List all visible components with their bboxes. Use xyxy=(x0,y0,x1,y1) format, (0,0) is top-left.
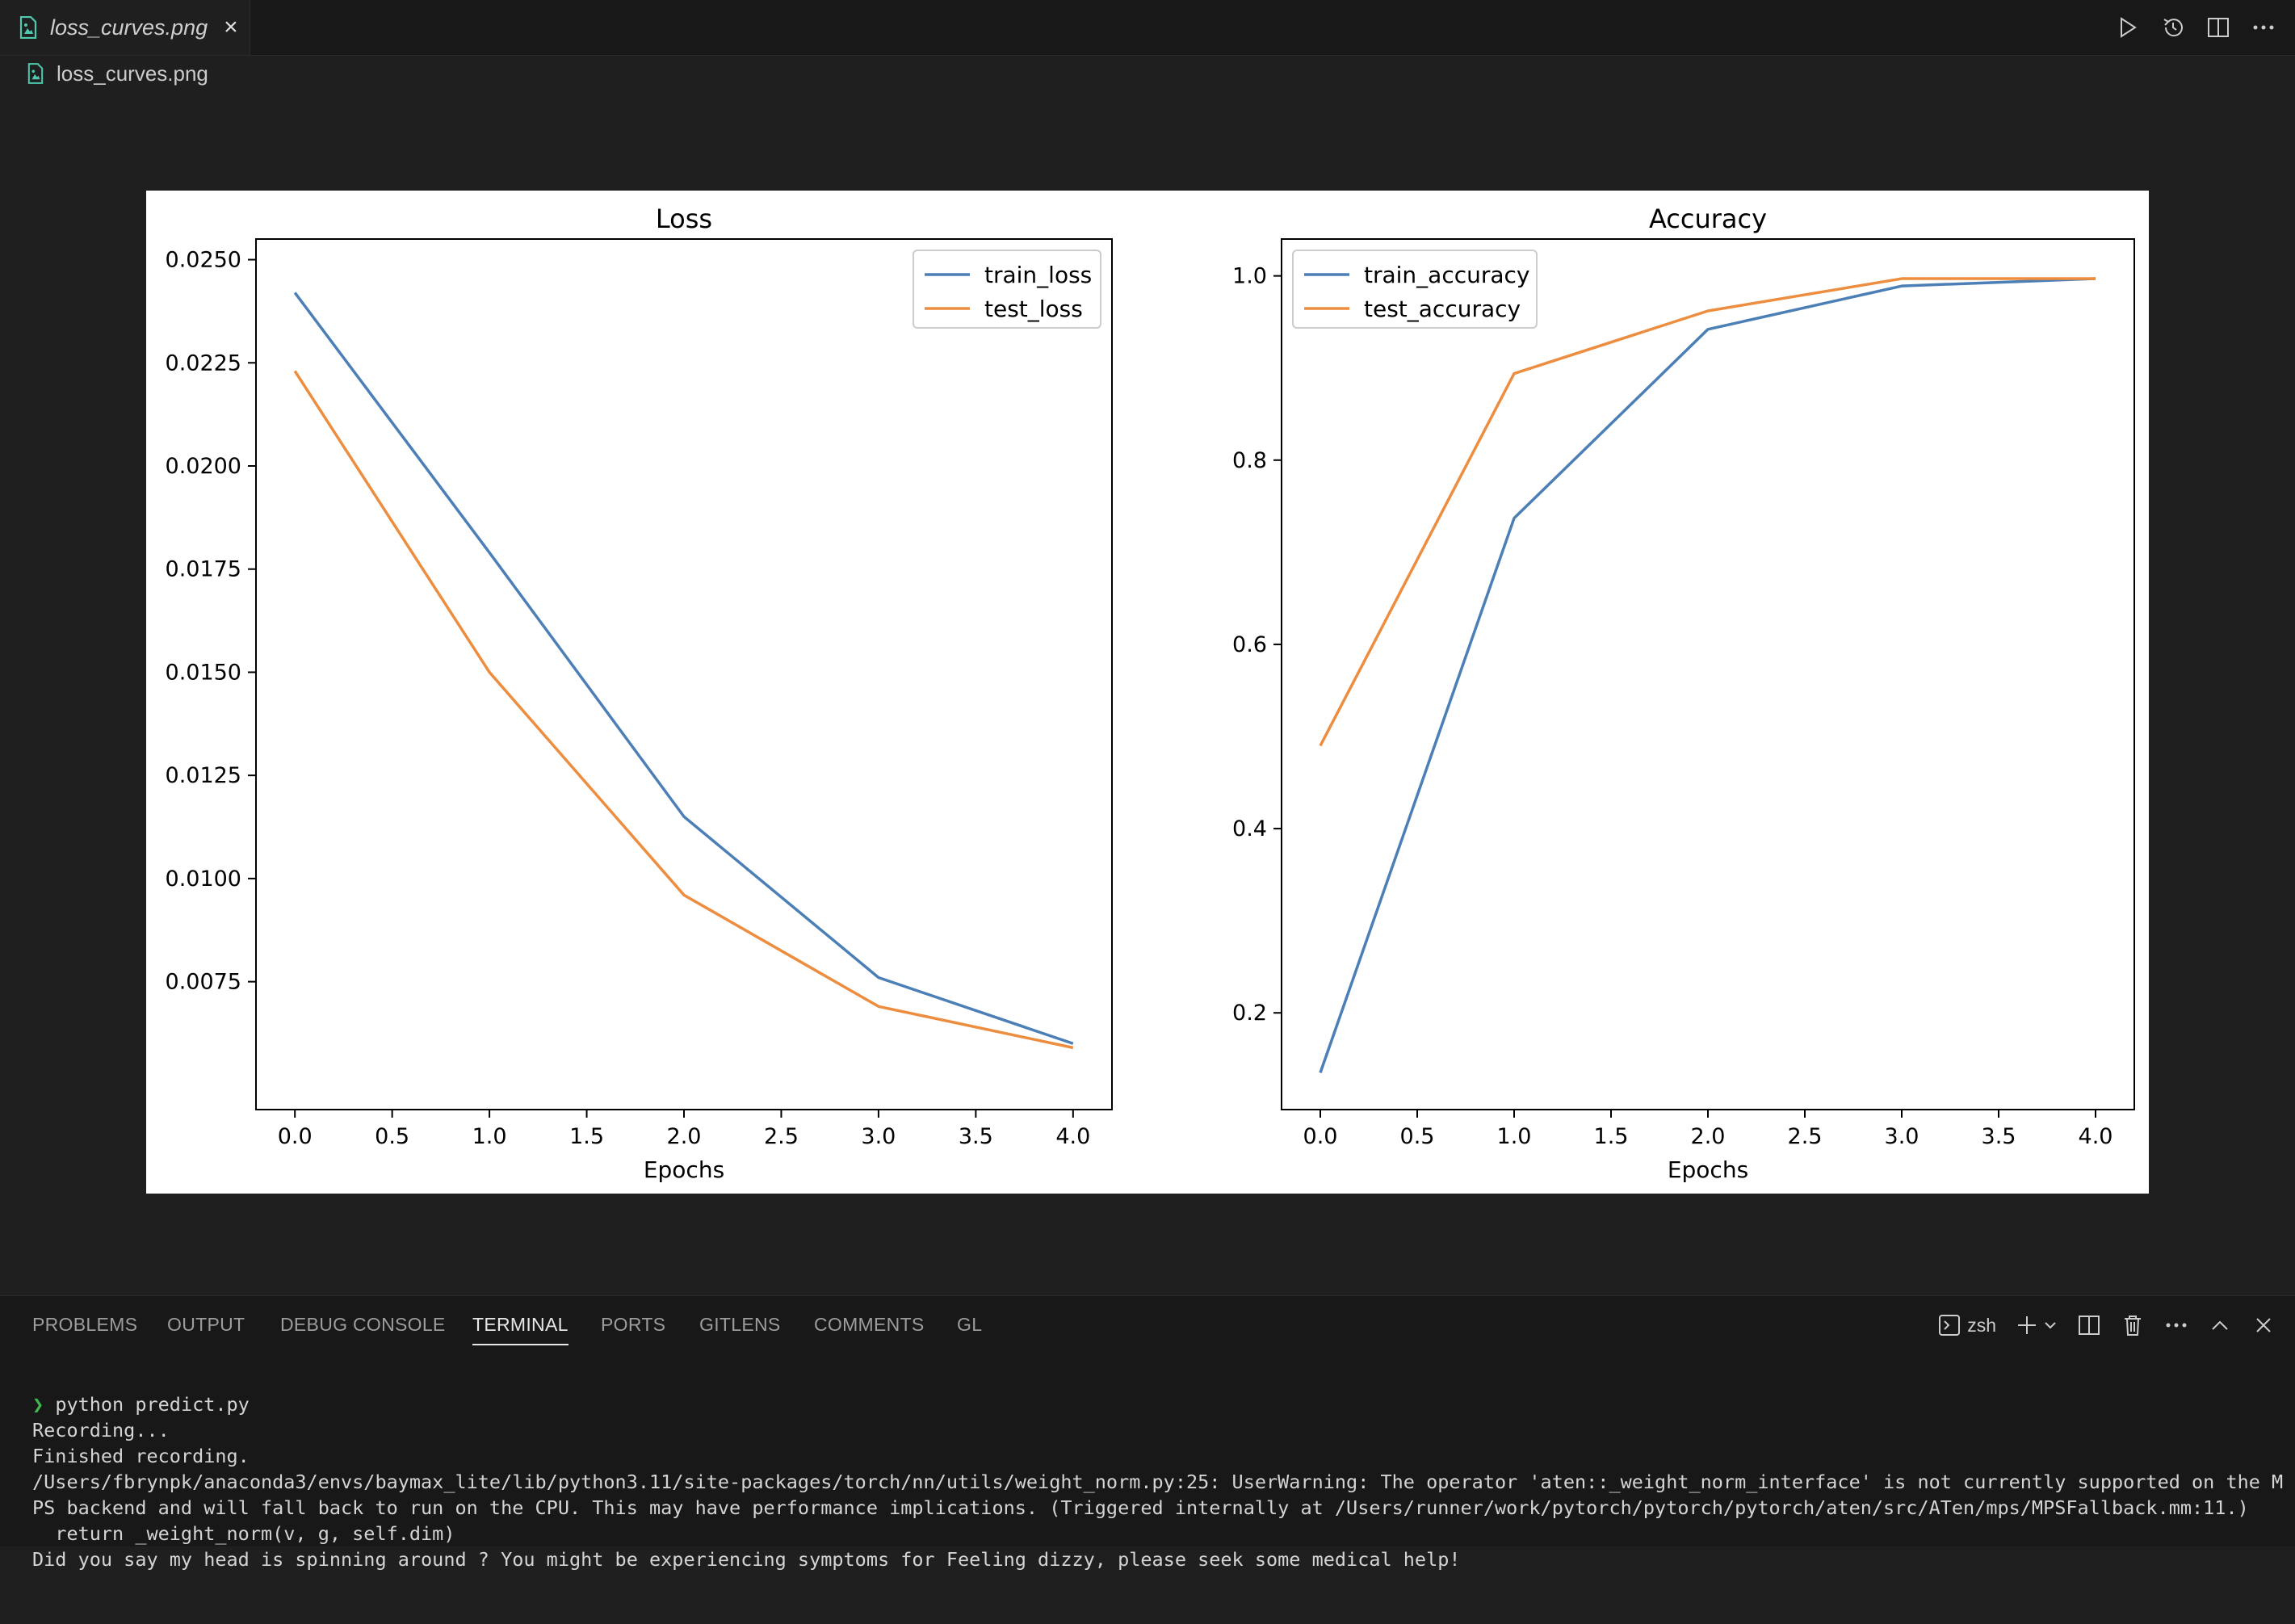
loss-x-tick-label: 1.0 xyxy=(472,1124,507,1149)
accuracy-y-tick-label: 1.0 xyxy=(1232,264,1267,289)
loss-y-tick-label: 0.0075 xyxy=(166,970,241,995)
loss-x-tick-label: 0.5 xyxy=(375,1124,409,1149)
close-panel-button[interactable] xyxy=(2251,1311,2276,1340)
loss-series-train_loss xyxy=(295,292,1073,1043)
accuracy-y-tick-label: 0.8 xyxy=(1232,448,1267,473)
loss-accuracy-figure: Loss 0.0 0.5 1.0 1.5 2.0 2.5 3.0 3.5 4.0 0.0075 0.0… xyxy=(146,191,2149,1194)
accuracy-x-tick-label: 0.5 xyxy=(1400,1124,1435,1149)
loss-x-tick-label: 4.0 xyxy=(1055,1124,1090,1149)
loss-y-tick-label: 0.0150 xyxy=(166,660,241,685)
loss-x-tick-label: 3.0 xyxy=(861,1124,896,1149)
run-icon[interactable] xyxy=(2116,15,2140,40)
tab-title: loss_curves.png xyxy=(50,15,208,40)
accuracy-x-tick-label: 3.0 xyxy=(1885,1124,1919,1149)
new-terminal-button[interactable] xyxy=(2016,1311,2058,1340)
loss-y-tick-label: 0.0125 xyxy=(166,763,241,788)
terminal-command: python predict.py xyxy=(55,1393,250,1416)
accuracy-y-tick-label: 0.2 xyxy=(1232,1001,1267,1026)
tab-gitlens[interactable]: GITLENS xyxy=(699,1314,781,1344)
accuracy-x-tick-label: 1.0 xyxy=(1497,1124,1532,1149)
loss-x-axis-label: Epochs xyxy=(644,1156,724,1183)
loss-series-test_loss xyxy=(295,371,1073,1047)
accuracy-y-tick-label: 0.4 xyxy=(1232,816,1267,841)
trash-icon xyxy=(2123,1314,2142,1337)
plus-icon xyxy=(2016,1314,2038,1337)
split-editor-icon[interactable] xyxy=(2206,15,2230,40)
accuracy-series-train_accuracy xyxy=(1320,279,2096,1072)
accuracy-chart-title: Accuracy xyxy=(1649,204,1767,234)
bottom-panel: PROBLEMS OUTPUT DEBUG CONSOLE TERMINAL P… xyxy=(0,1295,2295,1546)
tab-comments[interactable]: COMMENTS xyxy=(814,1314,925,1344)
tab-gl[interactable]: GL xyxy=(957,1314,982,1344)
tab-ports[interactable]: PORTS xyxy=(601,1314,665,1344)
image-preview: Loss 0.0 0.5 1.0 1.5 2.0 2.5 3.0 3.5 4.0 0.0075 0.0… xyxy=(146,191,2149,1194)
breadcrumb[interactable]: loss_curves.png xyxy=(27,58,208,89)
split-icon xyxy=(2078,1315,2100,1336)
editor-actions xyxy=(2116,0,2276,55)
loss-plot-frame xyxy=(256,239,1112,1110)
loss-y-tick-label: 0.0225 xyxy=(166,350,241,376)
terminal-line: Finished recording. xyxy=(32,1443,2277,1469)
loss-legend-label: train_loss xyxy=(984,262,1092,288)
loss-y-tick-label: 0.0100 xyxy=(166,867,241,892)
loss-y-tick-label: 0.0175 xyxy=(166,557,241,582)
tab-terminal[interactable]: TERMINAL xyxy=(472,1314,569,1345)
loss-chart-title: Loss xyxy=(656,204,712,234)
terminal-icon xyxy=(1938,1314,1961,1337)
maximize-panel-button[interactable] xyxy=(2208,1311,2232,1340)
panel-actions: zsh xyxy=(1938,1306,2276,1345)
image-file-icon xyxy=(19,16,37,39)
more-actions-icon[interactable] xyxy=(2251,15,2276,40)
kill-terminal-button[interactable] xyxy=(2121,1311,2145,1340)
accuracy-legend-label: test_accuracy xyxy=(1364,296,1521,322)
loss-y-tick-label: 0.0250 xyxy=(166,248,241,273)
chevron-down-icon[interactable] xyxy=(2043,1320,2058,1330)
accuracy-x-axis-label: Epochs xyxy=(1668,1156,1748,1183)
loss-legend-label: test_loss xyxy=(984,296,1083,322)
shell-name: zsh xyxy=(1967,1315,1996,1337)
breadcrumb-file[interactable]: loss_curves.png xyxy=(57,61,208,86)
chevron-up-icon xyxy=(2210,1319,2230,1332)
accuracy-series-test_accuracy xyxy=(1320,279,2096,745)
close-icon xyxy=(2255,1316,2272,1334)
more-actions-button[interactable] xyxy=(2164,1311,2188,1340)
accuracy-x-tick-label: 1.5 xyxy=(1594,1124,1629,1149)
tab-debug-console[interactable]: DEBUG CONSOLE xyxy=(280,1314,446,1344)
terminal-line: PS backend and will fall back to run on … xyxy=(32,1495,2277,1521)
terminal-line: Did you say my head is spinning around ?… xyxy=(32,1546,2277,1572)
accuracy-x-tick-label: 0.0 xyxy=(1303,1124,1338,1149)
terminal-line: return _weight_norm(v, g, self.dim) xyxy=(32,1521,2277,1546)
split-terminal-button[interactable] xyxy=(2077,1311,2101,1340)
terminal-command-line: ❯ python predict.py xyxy=(32,1391,2277,1417)
image-file-icon xyxy=(27,63,44,84)
loss-x-tick-label: 1.5 xyxy=(569,1124,604,1149)
loss-x-tick-label: 2.5 xyxy=(764,1124,799,1149)
ellipsis-icon xyxy=(2165,1322,2188,1328)
accuracy-plot-frame xyxy=(1282,239,2134,1110)
accuracy-x-tick-label: 2.0 xyxy=(1691,1124,1726,1149)
terminal-line: Recording... xyxy=(32,1417,2277,1443)
timeline-history-icon[interactable] xyxy=(2161,15,2185,40)
accuracy-x-tick-label: 4.0 xyxy=(2079,1124,2113,1149)
tab-problems[interactable]: PROBLEMS xyxy=(32,1314,137,1344)
prompt-symbol: ❯ xyxy=(32,1393,44,1416)
terminal-shell-selector[interactable]: zsh xyxy=(1938,1311,1996,1340)
tab-close-icon[interactable]: × xyxy=(224,15,238,40)
loss-x-tick-label: 0.0 xyxy=(278,1124,313,1149)
accuracy-x-tick-label: 3.5 xyxy=(1982,1124,2016,1149)
loss-x-tick-label: 3.5 xyxy=(959,1124,993,1149)
accuracy-y-tick-label: 0.6 xyxy=(1232,632,1267,657)
editor-tab-bar: loss_curves.png × xyxy=(0,0,2295,56)
tab-output[interactable]: OUTPUT xyxy=(167,1314,245,1344)
editor-tab-loss-curves[interactable]: loss_curves.png × xyxy=(0,0,250,55)
accuracy-x-tick-label: 2.5 xyxy=(1788,1124,1823,1149)
loss-y-tick-label: 0.0200 xyxy=(166,454,241,479)
terminal-line: /Users/fbrynpk/anaconda3/envs/baymax_lit… xyxy=(32,1469,2277,1495)
loss-x-tick-label: 2.0 xyxy=(667,1124,702,1149)
accuracy-legend-label: train_accuracy xyxy=(1364,262,1530,288)
